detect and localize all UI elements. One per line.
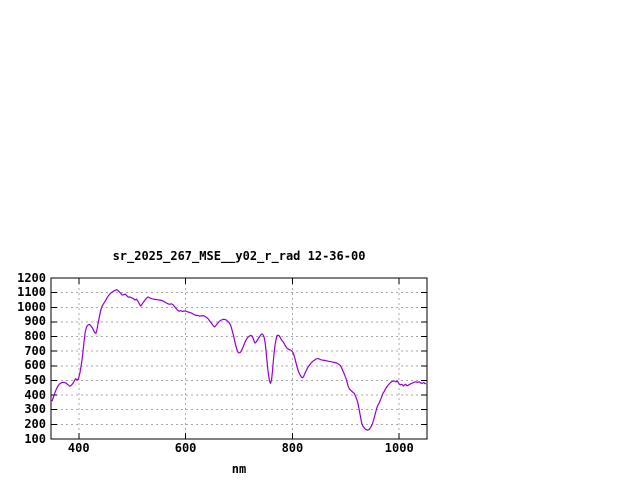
x-axis-unit-label: nm xyxy=(231,462,247,476)
y-tick-label: 800 xyxy=(24,329,46,344)
y-tick-label: 200 xyxy=(24,416,46,431)
y-tick-label: 1000 xyxy=(17,299,46,314)
y-tick-label: 1200 xyxy=(17,270,46,285)
spectrum-curve xyxy=(51,289,427,431)
y-tick-label: 900 xyxy=(24,314,46,329)
x-tick-label: 600 xyxy=(174,441,197,455)
x-tick-label: 800 xyxy=(281,441,304,455)
y-tick-label: 600 xyxy=(24,358,46,373)
x-tick-label: 1000 xyxy=(384,441,414,455)
y-tick-label: 400 xyxy=(24,387,46,402)
chart-title: sr_2025_267_MSE__y02_r_rad 12-36-00 xyxy=(112,249,366,263)
y-tick-label: 500 xyxy=(24,372,46,387)
y-tick-label: 1100 xyxy=(17,285,46,300)
y-tick-label: 700 xyxy=(24,343,46,358)
plot-border xyxy=(50,277,428,440)
y-tick-label: 100 xyxy=(24,431,46,446)
x-tick-label: 400 xyxy=(67,441,90,455)
y-tick-label: 300 xyxy=(24,402,46,417)
